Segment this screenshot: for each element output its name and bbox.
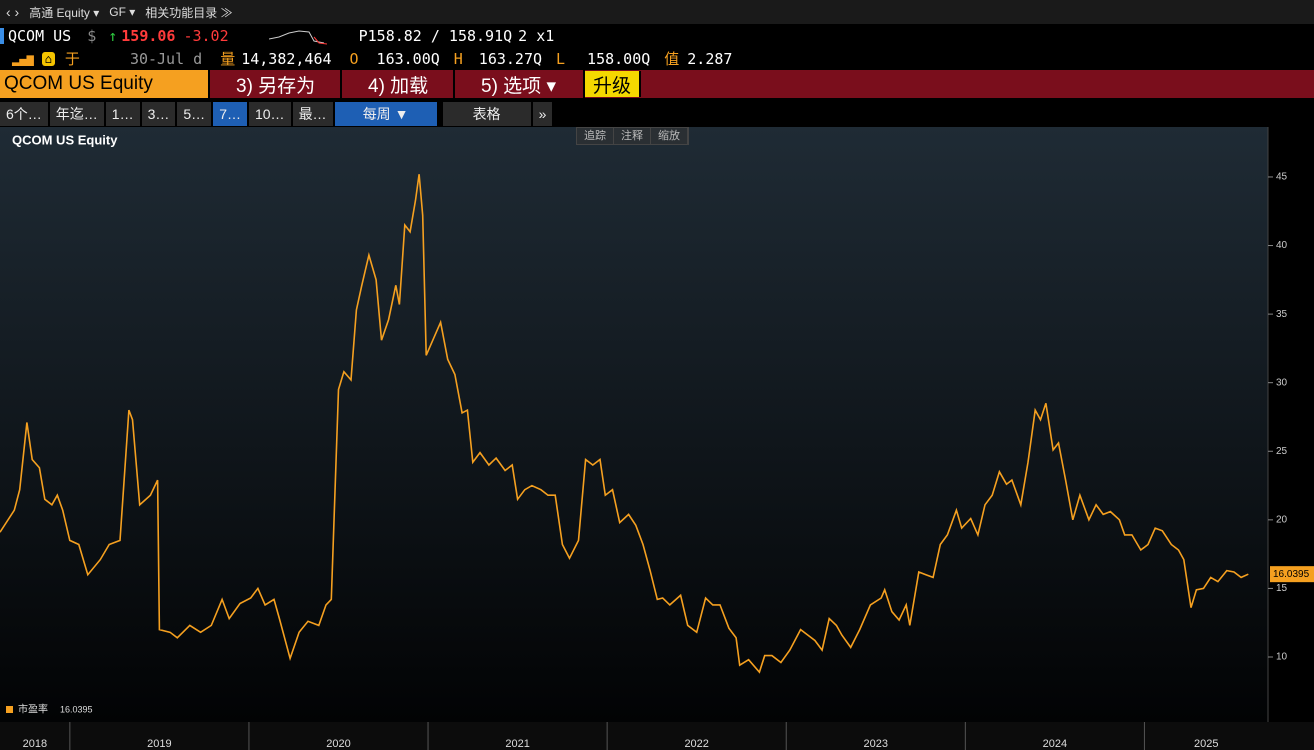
y-tick-label: 40 [1276, 240, 1288, 251]
tab-bar: QCOM US Equity 3) 另存为 4) 加载 5) 选项 ▾ 升级 [0, 70, 1314, 98]
x-tick-label: 2024 [1043, 738, 1067, 750]
signal-icon: ▂▄▆ [12, 51, 34, 66]
x-tick-label: 2020 [326, 738, 350, 750]
y-tick-label: 10 [1276, 652, 1288, 663]
legend-swatch [6, 706, 13, 713]
x-tick-label: 2025 [1194, 738, 1218, 750]
stats-line: ▂▄▆ ⌂ 于 30-Jul d 量 14,382,464 O 163.00Q … [0, 47, 1314, 70]
value-label: 值 [664, 50, 680, 68]
period-button[interactable]: 年迄… [49, 102, 104, 126]
source: 于 [64, 50, 80, 68]
last-value-box [1270, 566, 1314, 583]
more-button[interactable]: » [532, 102, 553, 126]
x-tick-label: 2021 [505, 738, 529, 750]
chart-title: QCOM US Equity [12, 132, 118, 147]
arrow: ↑ [108, 26, 118, 45]
size: 2 x1 [518, 26, 555, 45]
chart-tools: 追踪 注释 缩放 [576, 127, 689, 145]
period-button[interactable]: 1… [105, 102, 140, 126]
series-line [0, 174, 1249, 674]
x-axis-strip [0, 722, 1314, 750]
save-tab[interactable]: 3) 另存为 [210, 70, 342, 98]
date: 30-Jul d [129, 49, 203, 68]
y-tick-label: 35 [1276, 309, 1288, 320]
table-button[interactable]: 表格 [442, 102, 531, 126]
x-tick-label: 2018 [23, 738, 47, 750]
last-value-label: 16.0395 [1273, 569, 1310, 580]
security-input[interactable]: QCOM US Equity [0, 70, 210, 98]
x-tick-label: 2019 [147, 738, 171, 750]
change: -3.02 [183, 26, 229, 45]
chart-tool[interactable]: 缩放 [651, 128, 688, 144]
y-tick-label: 30 [1276, 377, 1288, 388]
sparkline [268, 29, 327, 44]
function-menu[interactable]: 相关功能目录 ≫ [145, 5, 233, 20]
period-button[interactable]: 5… [177, 102, 212, 126]
open: 163.00Q [376, 49, 440, 68]
x-tick-label: 2023 [864, 738, 888, 750]
low-label: L [556, 49, 566, 68]
plot-background [0, 127, 1268, 722]
y-tick-label: 45 [1276, 172, 1288, 183]
period-button[interactable]: 7… [213, 102, 247, 126]
period-bar: 6个… 年迄… 1… 3… 5… 7… 10… 最… 每周 ▼ 表格» [0, 101, 1314, 127]
ticker: QCOM US [8, 26, 72, 45]
nav-buttons[interactable]: ‹ › [6, 4, 20, 20]
security-menu[interactable]: 高通 Equity ▾ [29, 5, 100, 20]
chart-tool[interactable]: 追踪 [577, 128, 614, 144]
open-label: O [349, 49, 359, 68]
currency: $ [87, 26, 97, 45]
high: 163.27Q [478, 49, 543, 68]
y-tick-label: 25 [1276, 446, 1288, 457]
quote-line: QCOM US $ ↑ 159.06 -3.02 P158.82 / 158.9… [0, 24, 1314, 47]
options-tab[interactable]: 5) 选项 ▾ [455, 70, 585, 98]
code-menu[interactable]: GF ▾ [109, 5, 136, 19]
period-button[interactable]: 6个… [0, 102, 48, 126]
last-price: 159.06 [121, 26, 176, 45]
legend-label: 市盈率 [18, 703, 48, 716]
y-tick-label: 15 [1276, 583, 1288, 594]
volume: 14,382,464 [241, 49, 332, 68]
load-tab[interactable]: 4) 加载 [342, 70, 455, 98]
upgrade-button[interactable]: 升级 [585, 71, 641, 97]
period-button[interactable]: 10… [248, 102, 291, 126]
volume-label: 量 [220, 50, 236, 68]
value: 2.287 [687, 49, 733, 68]
high-label: H [453, 49, 463, 68]
bid-ask: P158.82 / 158.91Q [358, 26, 513, 45]
period-button[interactable]: 最… [292, 102, 333, 126]
toolbar: ‹ › 高通 Equity ▾ GF ▾ 相关功能目录 ≫ [0, 0, 1314, 24]
legend-value: 16.0395 [60, 704, 93, 714]
low: 158.00Q [587, 49, 651, 68]
ticker-marker [0, 27, 4, 44]
source-icon: ⌂ [41, 51, 55, 66]
x-tick-label: 2022 [684, 738, 708, 750]
period-button[interactable]: 3… [141, 102, 176, 126]
chart-tool[interactable]: 注释 [614, 128, 651, 144]
y-tick-label: 20 [1276, 514, 1288, 525]
frequency-button[interactable]: 每周 ▼ [334, 102, 437, 126]
